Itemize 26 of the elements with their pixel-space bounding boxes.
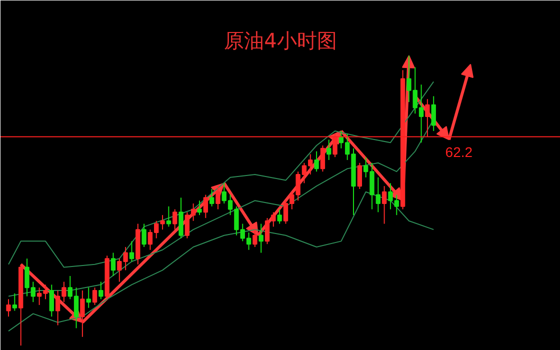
- chart-title: 原油4小时图: [224, 28, 337, 52]
- candlestick: [209, 188, 214, 207]
- candlestick: [320, 144, 326, 172]
- candlestick: [6, 298, 11, 318]
- candlestick: [178, 197, 184, 239]
- candlestick: [314, 150, 319, 172]
- candlestick: [92, 287, 98, 306]
- candlestick: [382, 186, 387, 224]
- candlestick: [216, 186, 220, 210]
- candlestick: [197, 200, 202, 216]
- candlestick: [98, 281, 104, 300]
- candlestick: [110, 252, 116, 276]
- candlestick: [326, 139, 332, 160]
- candlestick: [129, 240, 134, 262]
- candlestick: [166, 206, 172, 228]
- candlestick: [357, 162, 362, 190]
- candlestick: [172, 208, 178, 230]
- text: 62.2: [445, 144, 473, 160]
- candlestick: [142, 223, 146, 248]
- candlestick: [203, 194, 208, 218]
- candlestick: [49, 284, 54, 318]
- candlestick: [12, 292, 18, 312]
- candlestick: [277, 208, 282, 224]
- candlestick: [258, 223, 264, 254]
- candlestick: [86, 287, 91, 308]
- candlestick: [80, 290, 85, 338]
